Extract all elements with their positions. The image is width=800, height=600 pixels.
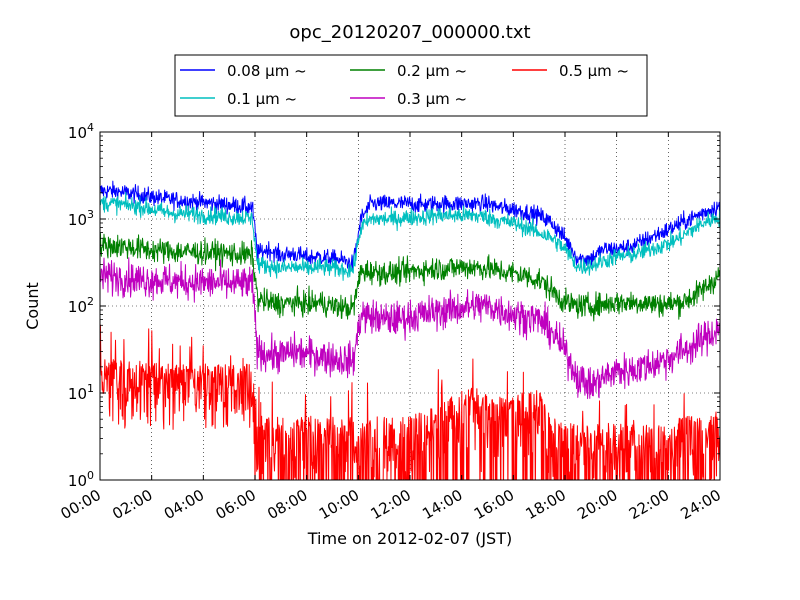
legend-label-1: 0.1 μm ~: [227, 90, 297, 108]
legend-label-4: 0.5 μm ~: [559, 62, 629, 80]
x-tick-label: 22:00: [626, 486, 672, 523]
series-line-4: [100, 324, 720, 480]
x-tick-label: 12:00: [368, 486, 414, 523]
series-line-3: [100, 257, 720, 400]
x-tick-label: 02:00: [109, 486, 155, 523]
legend-label-3: 0.3 μm ~: [397, 90, 467, 108]
y-tick-label: 100: [68, 469, 94, 490]
x-tick-label: 14:00: [419, 486, 465, 523]
x-tick-label: 16:00: [471, 486, 517, 523]
series-line-1: [100, 191, 720, 281]
y-axis-label: Count: [23, 282, 42, 330]
legend-label-0: 0.08 μm ~: [227, 62, 307, 80]
x-tick-label: 08:00: [264, 486, 310, 523]
legend-box: [174, 54, 648, 117]
chart-title: opc_20120207_000000.txt: [289, 22, 530, 43]
x-tick-label: 06:00: [213, 486, 259, 523]
x-tick-label: 24:00: [678, 486, 724, 523]
series-line-0: [100, 180, 720, 272]
y-tick-label: 102: [68, 295, 94, 316]
grid: [100, 132, 720, 480]
y-tick-label: 101: [68, 382, 94, 403]
legend-label-2: 0.2 μm ~: [397, 62, 467, 80]
x-tick-label: 10:00: [316, 486, 362, 523]
x-tick-label: 00:00: [58, 486, 104, 523]
x-tick-label: 20:00: [574, 486, 620, 523]
series-group: [100, 180, 720, 480]
series-line-2: [100, 232, 720, 322]
x-tick-label: 18:00: [523, 486, 569, 523]
legend: 0.08 μm ~ 0.1 μm ~ 0.2 μm ~ 0.3 μm ~ 0.5 μm …: [174, 54, 648, 117]
y-tick-label: 103: [68, 208, 94, 229]
x-axis-label: Time on 2012-02-07 (JST): [307, 529, 512, 548]
y-tick-label: 104: [68, 121, 94, 142]
plot-area: 00:00 02:00 04:00 06:00 08:00 10:00 12:00 14:00…: [58, 121, 724, 523]
x-tick-label: 04:00: [161, 486, 207, 523]
